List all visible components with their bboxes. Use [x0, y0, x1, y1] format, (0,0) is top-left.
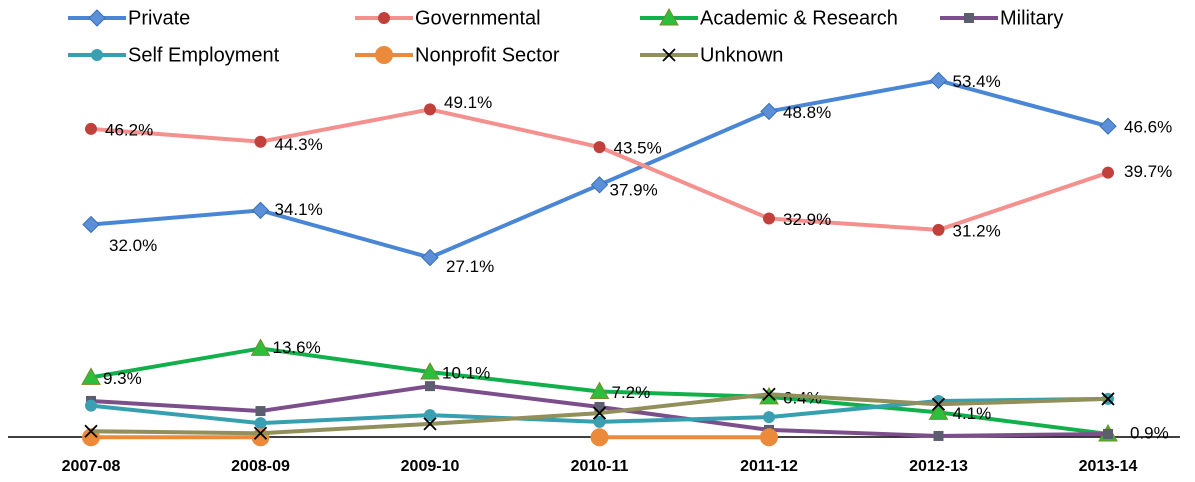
legend-label: Governmental	[415, 7, 541, 29]
data-point	[594, 402, 605, 413]
legend-marker	[375, 46, 393, 64]
legend-label: Military	[1000, 7, 1063, 29]
data-point	[590, 428, 609, 447]
data-label: 0.9%	[1130, 423, 1169, 442]
data-point	[1101, 392, 1115, 406]
data-point	[420, 361, 440, 380]
data-point	[763, 212, 775, 225]
data-label: 31.2%	[953, 221, 1001, 240]
x-tick-label: 2009-10	[401, 458, 460, 475]
data-label: 13.6%	[273, 338, 321, 357]
data-label: 27.1%	[446, 257, 494, 276]
data-point	[85, 122, 97, 135]
data-label: 53.4%	[953, 72, 1001, 91]
legend-marker	[659, 7, 679, 26]
data-label: 49.1%	[444, 93, 492, 112]
data-point	[1099, 117, 1117, 135]
x-tick-label: 2007-08	[62, 458, 121, 475]
data-label: 37.9%	[610, 180, 658, 199]
data-label: 43.5%	[614, 139, 662, 158]
data-point	[424, 103, 436, 116]
data-point	[763, 411, 775, 424]
data-point	[760, 102, 778, 121]
x-tick-label: 2012-13	[909, 458, 968, 475]
data-point	[589, 381, 610, 400]
legend-label: Unknown	[700, 44, 783, 66]
data-label: 46.2%	[105, 120, 153, 139]
x-tick-label: 2013-14	[1079, 458, 1138, 475]
legend-marker	[378, 12, 390, 24]
data-label: 32.0%	[109, 236, 157, 255]
data-label: 34.1%	[275, 200, 323, 219]
legend-marker	[662, 48, 676, 62]
data-label: 48.8%	[783, 103, 831, 122]
data-point	[590, 176, 609, 194]
data-point	[593, 141, 606, 154]
data-label: 39.7%	[1124, 162, 1172, 181]
legend-label: Academic & Research	[700, 7, 898, 29]
data-point	[255, 406, 266, 417]
data-label: 46.6%	[1124, 118, 1172, 137]
data-point	[253, 426, 268, 440]
data-point	[82, 215, 100, 234]
legend-label: Self Employment	[128, 44, 280, 66]
legend-marker	[91, 49, 103, 61]
x-tick-label: 2011-12	[740, 458, 798, 475]
x-tick-label: 2008-09	[231, 458, 290, 475]
data-point	[593, 415, 606, 428]
data-label: 9.3%	[103, 369, 142, 388]
data-point	[1102, 166, 1114, 179]
data-label: 4.1%	[953, 404, 992, 423]
data-point	[592, 406, 607, 420]
data-point	[85, 399, 97, 412]
data-point	[932, 223, 945, 236]
data-point	[251, 201, 270, 220]
legend-marker	[88, 9, 106, 27]
data-point	[928, 402, 949, 420]
data-point	[929, 71, 948, 90]
data-point	[424, 409, 436, 422]
data-point	[254, 417, 267, 430]
data-point	[84, 424, 98, 438]
data-label: 32.9%	[783, 210, 831, 229]
data-point	[250, 338, 271, 356]
data-point	[421, 248, 439, 267]
data-point	[762, 387, 776, 401]
legend-label: Nonprofit Sector	[415, 44, 560, 66]
data-label: 44.3%	[275, 135, 323, 154]
data-point	[931, 397, 946, 411]
data-label: 10.1%	[442, 363, 490, 382]
x-tick-label: 2010-11	[571, 458, 629, 475]
legend-label: Private	[128, 7, 190, 29]
data-point	[760, 428, 778, 447]
data-label: 7.2%	[612, 383, 651, 402]
data-point	[423, 417, 437, 431]
data-point	[81, 367, 101, 385]
legend-marker	[964, 13, 974, 23]
data-point	[254, 135, 267, 148]
data-point	[1103, 428, 1113, 439]
data-point	[933, 430, 944, 441]
data-point	[425, 381, 435, 392]
